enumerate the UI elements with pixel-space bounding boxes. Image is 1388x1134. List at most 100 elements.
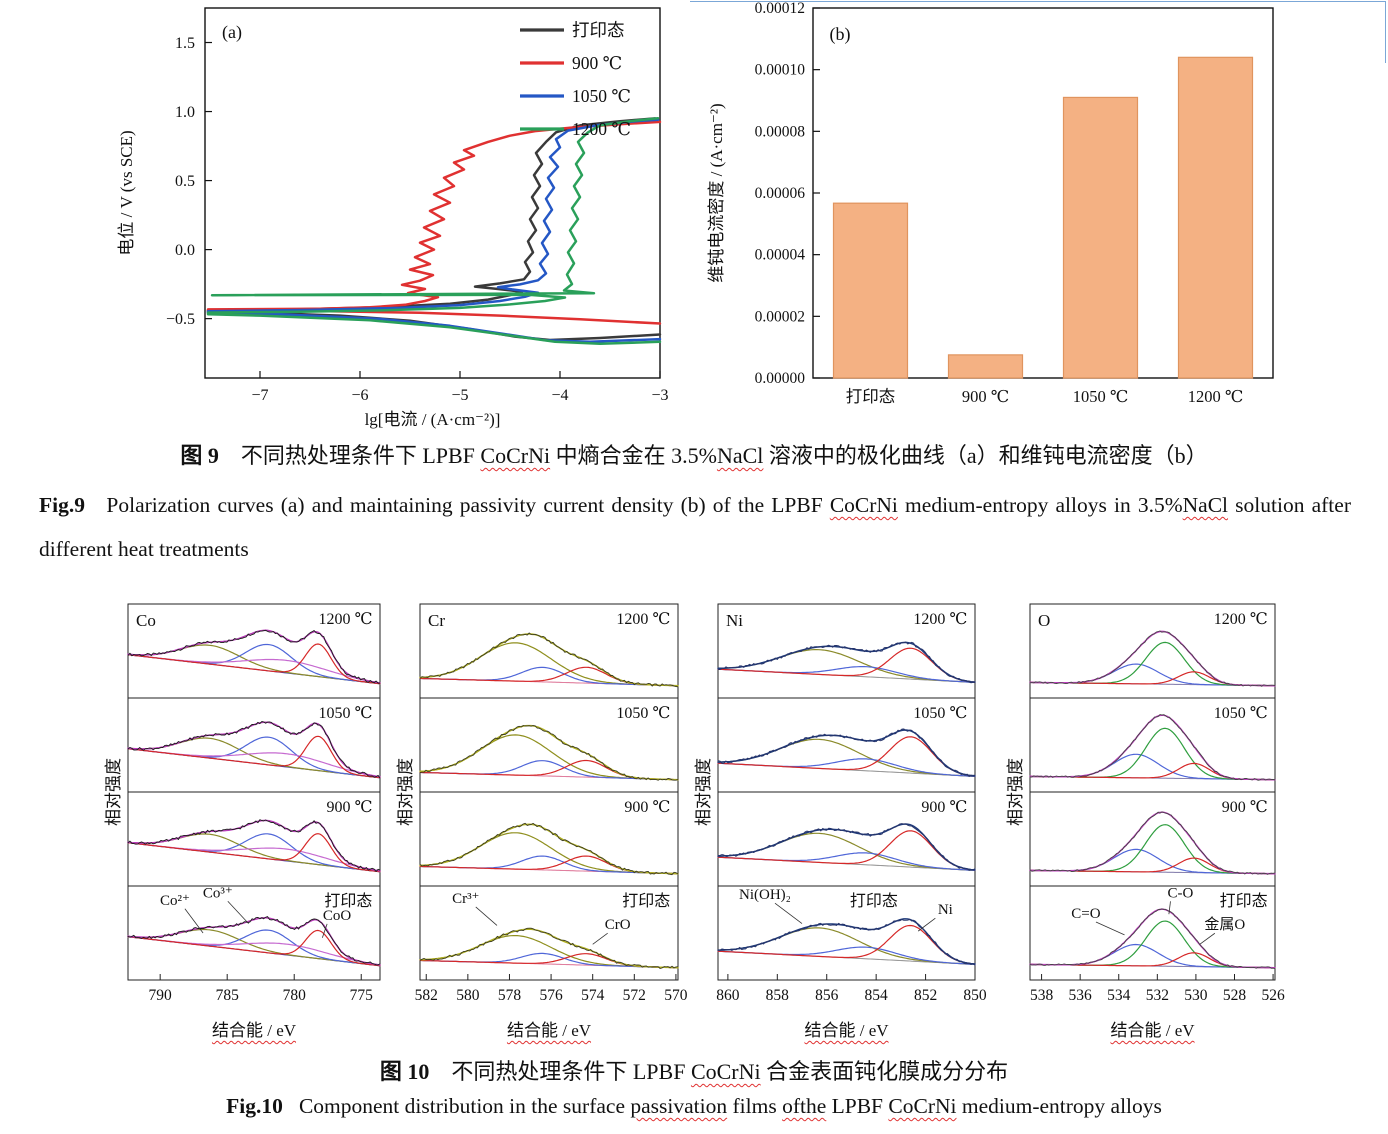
raw-data-line bbox=[1029, 908, 1276, 969]
condition-label: 900 ℃ bbox=[921, 799, 967, 816]
condition-label: 1200 ℃ bbox=[1214, 611, 1268, 628]
condition-label: 1200 ℃ bbox=[616, 611, 670, 628]
raw-data-line bbox=[127, 819, 381, 872]
condition-label: 1050 ℃ bbox=[1214, 705, 1268, 722]
x-tick-label: 570 bbox=[664, 987, 688, 1004]
polarization-chart: −0.5 0.0 0.5 1.0 1.5 −7 −6 −5 −4 −3 lg[电流 / (A·cm⁻… bbox=[80, 0, 688, 434]
caption-segment: medium-entropy alloys bbox=[956, 1094, 1162, 1118]
caption-segment: Component distribution in the surface bbox=[282, 1094, 631, 1118]
y-tick-label: 0.00012 bbox=[755, 0, 805, 17]
xps-x-axis-title-O: 结合能 / eV bbox=[1110, 1021, 1195, 1040]
category-label-1200c: 1200 ℃ bbox=[1188, 387, 1244, 406]
annotation-leader-c-o bbox=[1168, 901, 1171, 915]
category-label-as-printed: 打印态 bbox=[846, 387, 896, 406]
raw-data-line bbox=[717, 641, 976, 684]
annotation-leader-coo bbox=[321, 923, 328, 938]
y-tick-label: 0.00010 bbox=[755, 62, 806, 79]
annotation-leader-nioh2 bbox=[774, 902, 803, 924]
component-peak bbox=[127, 929, 381, 967]
caption-segment: Polarization curves (a) and maintaining … bbox=[84, 493, 830, 517]
raw-data-line bbox=[1029, 630, 1276, 687]
caption-segment: Fig.9 bbox=[39, 493, 85, 517]
annotation-cr3plus: Cr³⁺ bbox=[452, 891, 479, 907]
bar-1050c bbox=[1062, 96, 1139, 379]
x-tick-label: 790 bbox=[149, 987, 173, 1004]
x-tick-label: 860 bbox=[716, 987, 740, 1004]
bar-1200c bbox=[1177, 56, 1254, 379]
raw-data-line bbox=[127, 916, 381, 966]
caption-segment: medium-entropy alloys in 3.5% bbox=[897, 493, 1183, 517]
subpanel-frame bbox=[717, 791, 976, 887]
caption-segment: LPBF bbox=[826, 1094, 889, 1118]
xps-x-axis-title-wrap-Cr: 结合能 / eV bbox=[420, 1016, 678, 1041]
component-peak bbox=[717, 647, 976, 683]
condition-label: 900 ℃ bbox=[327, 799, 373, 816]
caption-segment: 合金表面钝化膜成分分布 bbox=[760, 1059, 1009, 1084]
caption-segment: ofthe bbox=[782, 1094, 827, 1118]
condition-label: 打印态 bbox=[324, 892, 372, 910]
series-as-printed bbox=[206, 117, 662, 342]
raw-data-line bbox=[717, 918, 976, 966]
x-tick-label: 576 bbox=[539, 987, 563, 1004]
condition-label: 1200 ℃ bbox=[913, 611, 967, 628]
x-tick-label: −3 bbox=[651, 387, 668, 404]
xps-x-axis-title-Cr: 结合能 / eV bbox=[506, 1021, 592, 1040]
caption-segment: solution after different heat treatments bbox=[39, 493, 1351, 562]
caption-segment: NaCl bbox=[716, 443, 764, 468]
annotation-coo: CoO bbox=[323, 908, 352, 924]
annotation-cro: CrO bbox=[605, 917, 631, 933]
panel-tag-a: (a) bbox=[222, 22, 242, 43]
raw-data-line bbox=[419, 632, 679, 688]
x-tick-label: 785 bbox=[216, 987, 240, 1004]
figure9-caption-zh: 图 9 不同热处理条件下 LPBF CoCrNi 中熵合金在 3.5%NaCl … bbox=[0, 438, 1388, 470]
subpanel-frame bbox=[717, 885, 976, 981]
element-label: Ni bbox=[726, 611, 743, 630]
figure-border-top-line bbox=[690, 1, 1386, 2]
xps-y-axis-title-Cr: 相对强度 bbox=[396, 758, 415, 826]
y-tick-label: 0.00000 bbox=[755, 370, 806, 387]
raw-data-line bbox=[419, 725, 679, 781]
x-tick-label: 528 bbox=[1223, 987, 1247, 1004]
legend-label-900c: 900 ℃ bbox=[572, 53, 622, 73]
x-tick-label: 580 bbox=[456, 987, 480, 1004]
x-tick-label: 530 bbox=[1184, 987, 1208, 1004]
xps-x-axis-title-wrap-Co: 结合能 / eV bbox=[128, 1016, 380, 1041]
annotation-leader-ni bbox=[917, 917, 936, 932]
x-tick-label: 856 bbox=[815, 987, 839, 1004]
element-label: Cr bbox=[428, 611, 445, 630]
x-tick-label: 854 bbox=[865, 987, 889, 1004]
x-tick-label: 532 bbox=[1146, 987, 1169, 1004]
y-tick-label: 0.0 bbox=[175, 242, 195, 259]
xps-panel-Co: 1200 ℃ Co 1050 ℃ 900 ℃ 打印态 Co²⁺ Co³⁺ CoO 790 785 7… bbox=[127, 603, 381, 1004]
xps-y-axis-title-Ni: 相对强度 bbox=[694, 758, 713, 826]
legend-label-1200c: 1200 ℃ bbox=[572, 119, 631, 139]
xps-x-axis-title-wrap-Ni: 结合能 / eV bbox=[718, 1016, 975, 1041]
condition-label: 1050 ℃ bbox=[913, 705, 967, 722]
condition-label: 打印态 bbox=[622, 892, 670, 910]
series-1200c bbox=[206, 116, 662, 346]
caption-segment: NaCl bbox=[1182, 493, 1229, 517]
subpanel-frame bbox=[127, 885, 381, 981]
annotation-c-o: C-O bbox=[1168, 885, 1194, 901]
envelope-line bbox=[419, 724, 679, 781]
legend-label-as-printed: 打印态 bbox=[572, 20, 625, 40]
bar-900c bbox=[947, 354, 1024, 379]
caption-segment: passivation bbox=[630, 1094, 728, 1118]
xps-x-axis-title-wrap-O: 结合能 / eV bbox=[1030, 1016, 1275, 1041]
annotation-leader-cr3plus bbox=[475, 906, 498, 926]
element-label: O bbox=[1038, 611, 1050, 630]
xps-panel-O: 1200 ℃ O 1050 ℃ 900 ℃ 打印态 C=O C-O 金属O 538 536 534 5… bbox=[1029, 603, 1285, 1004]
legend-label-1050c: 1050 ℃ bbox=[572, 86, 631, 106]
y-axis-title: 电位 / V (vs SCE) bbox=[117, 130, 136, 255]
panel-tag-b: (b) bbox=[830, 24, 851, 45]
y-tick-label: 0.5 bbox=[175, 173, 195, 190]
condition-label: 900 ℃ bbox=[624, 799, 670, 816]
xps-x-axis-title-Co: 结合能 / eV bbox=[211, 1021, 297, 1040]
annotation-co3plus: Co³⁺ bbox=[203, 885, 233, 901]
component-peak bbox=[717, 924, 976, 965]
x-tick-label: 574 bbox=[581, 987, 605, 1004]
category-label-1050c: 1050 ℃ bbox=[1073, 387, 1129, 406]
subpanel-frame bbox=[127, 791, 381, 887]
